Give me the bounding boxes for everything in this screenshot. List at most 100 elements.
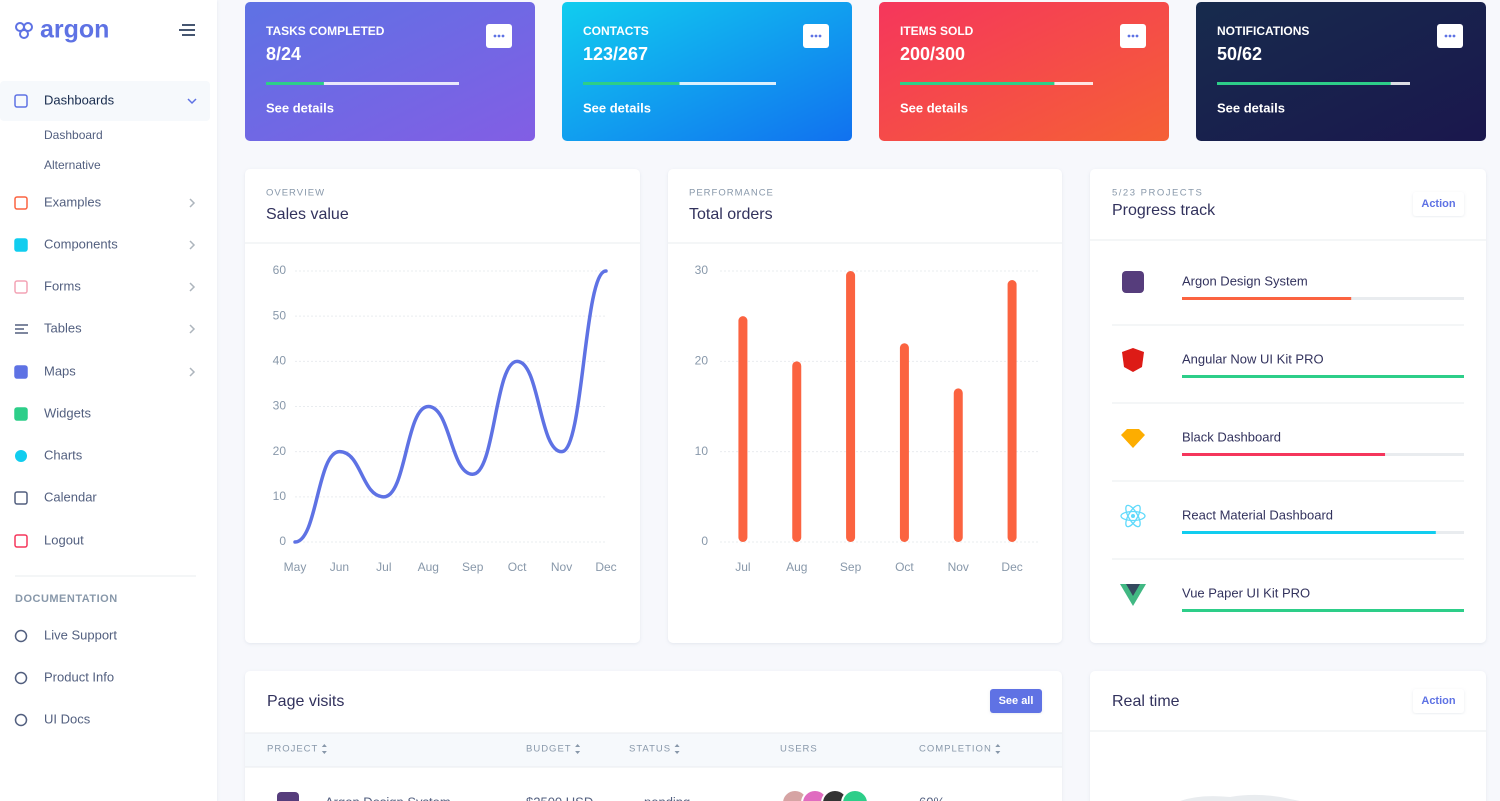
- card-title: Progress track: [1112, 202, 1216, 219]
- chart-overline: PERFORMANCE: [689, 188, 774, 199]
- nav-active-bg: [0, 81, 210, 121]
- progress-bar: [266, 82, 324, 85]
- doc-icon: [14, 671, 28, 685]
- nav-item[interactable]: Charts: [44, 447, 83, 462]
- card: [245, 169, 640, 643]
- card-menu-dot: [1448, 34, 1452, 38]
- x-tick-label: Oct: [508, 560, 527, 574]
- chart-overline: OVERVIEW: [266, 188, 325, 199]
- nav-icon: [14, 534, 28, 548]
- nav-icon: [14, 407, 28, 421]
- progress-bar: [1182, 531, 1436, 534]
- nav-chevron: [189, 240, 196, 250]
- card-menu-dot: [1444, 34, 1448, 38]
- card-menu-dot: [501, 34, 505, 38]
- project-icon: [1122, 271, 1144, 293]
- column-header[interactable]: STATUS: [629, 744, 671, 755]
- project-name: Black Dashboard: [1182, 429, 1281, 444]
- progress-track: [266, 82, 459, 85]
- card-menu-dot: [1135, 34, 1139, 38]
- x-tick-label: Sep: [840, 560, 862, 574]
- stat-link[interactable]: See details: [900, 100, 968, 115]
- project-icon: [1125, 504, 1141, 528]
- y-tick-label: 0: [279, 534, 286, 548]
- progress-bar: [1217, 82, 1391, 85]
- nav-item[interactable]: Tables: [44, 320, 82, 335]
- button[interactable]: [1413, 192, 1464, 216]
- button[interactable]: [1413, 689, 1464, 713]
- stat-link[interactable]: See details: [266, 100, 334, 115]
- button-label[interactable]: See all: [999, 695, 1034, 707]
- brand: argon: [40, 16, 109, 44]
- stat-value: 50/62: [1217, 44, 1262, 64]
- doc-item[interactable]: UI Docs: [44, 711, 91, 726]
- user-avatar: [801, 789, 829, 801]
- column-header: USERS: [780, 744, 818, 755]
- card-menu-dot: [810, 34, 814, 38]
- x-tick-label: Dec: [595, 560, 616, 574]
- x-tick-label: Aug: [418, 560, 439, 574]
- x-tick-label: Jul: [735, 560, 750, 574]
- nav-item[interactable]: Calendar: [44, 489, 97, 504]
- nav-icon: [14, 238, 28, 252]
- nav-chevron: [189, 367, 196, 377]
- stat-link[interactable]: See details: [1217, 100, 1285, 115]
- x-tick-label: Jul: [376, 560, 391, 574]
- stat-value: 200/300: [900, 44, 965, 64]
- x-tick-label: Aug: [786, 560, 807, 574]
- stat-card: [879, 2, 1169, 141]
- button-label[interactable]: Action: [1421, 695, 1456, 707]
- x-tick-label: Sep: [462, 560, 484, 574]
- stat-card: [1196, 2, 1486, 141]
- stat-value: 123/267: [583, 44, 648, 64]
- doc-item[interactable]: Product Info: [44, 669, 114, 684]
- y-tick-label: 40: [273, 354, 287, 368]
- nav-item[interactable]: Components: [44, 236, 118, 251]
- nav-chevron: [189, 324, 196, 334]
- nav-item[interactable]: Examples: [44, 194, 102, 209]
- progress-bar: [1182, 453, 1386, 456]
- nav-item[interactable]: Logout: [44, 532, 84, 547]
- y-tick-label: 10: [273, 489, 287, 503]
- button[interactable]: [990, 689, 1042, 713]
- stat-link[interactable]: See details: [583, 100, 651, 115]
- user-avatar: [821, 789, 849, 801]
- nav-item[interactable]: Dashboards: [44, 92, 115, 107]
- button-label[interactable]: Action: [1421, 198, 1456, 210]
- project-icon: [277, 792, 299, 801]
- x-tick-label: Nov: [551, 560, 572, 574]
- doc-icon: [14, 713, 28, 727]
- nav-item[interactable]: Maps: [44, 363, 76, 378]
- nav-item[interactable]: Forms: [44, 278, 81, 293]
- project-icon: [1122, 348, 1144, 372]
- y-tick-label: 50: [273, 308, 287, 322]
- nav-chevron: [187, 98, 197, 105]
- progress-bar: [583, 82, 680, 85]
- nav-item[interactable]: Widgets: [44, 405, 91, 420]
- nav-icon: [14, 94, 28, 108]
- bar: [1007, 280, 1017, 542]
- nav-subitem[interactable]: Alternative: [44, 158, 101, 172]
- doc-item[interactable]: Live Support: [44, 627, 117, 642]
- card-menu-dot: [814, 34, 818, 38]
- table-header: [245, 733, 1062, 767]
- x-tick-label: Jun: [330, 560, 349, 574]
- sort-icon: [674, 744, 680, 754]
- project-icon: [1126, 584, 1140, 596]
- project-name: Vue Paper UI Kit PRO: [1182, 585, 1310, 600]
- y-tick-label: 30: [695, 263, 709, 277]
- doc-icon: [14, 629, 28, 643]
- stat-title: TASKS COMPLETED: [266, 24, 385, 38]
- user-avatar: [841, 789, 869, 801]
- nav-subitem[interactable]: Dashboard: [44, 128, 103, 142]
- card-menu-dot: [493, 34, 497, 38]
- nav-icon: [14, 491, 28, 505]
- table-cell: pending: [644, 794, 690, 801]
- column-header[interactable]: PROJECT: [267, 744, 318, 755]
- column-header[interactable]: COMPLETION: [919, 744, 992, 755]
- bar: [846, 271, 856, 542]
- column-header[interactable]: BUDGET: [526, 744, 572, 755]
- stat-title: ITEMS SOLD: [900, 24, 974, 38]
- stat-title: CONTACTS: [583, 24, 649, 38]
